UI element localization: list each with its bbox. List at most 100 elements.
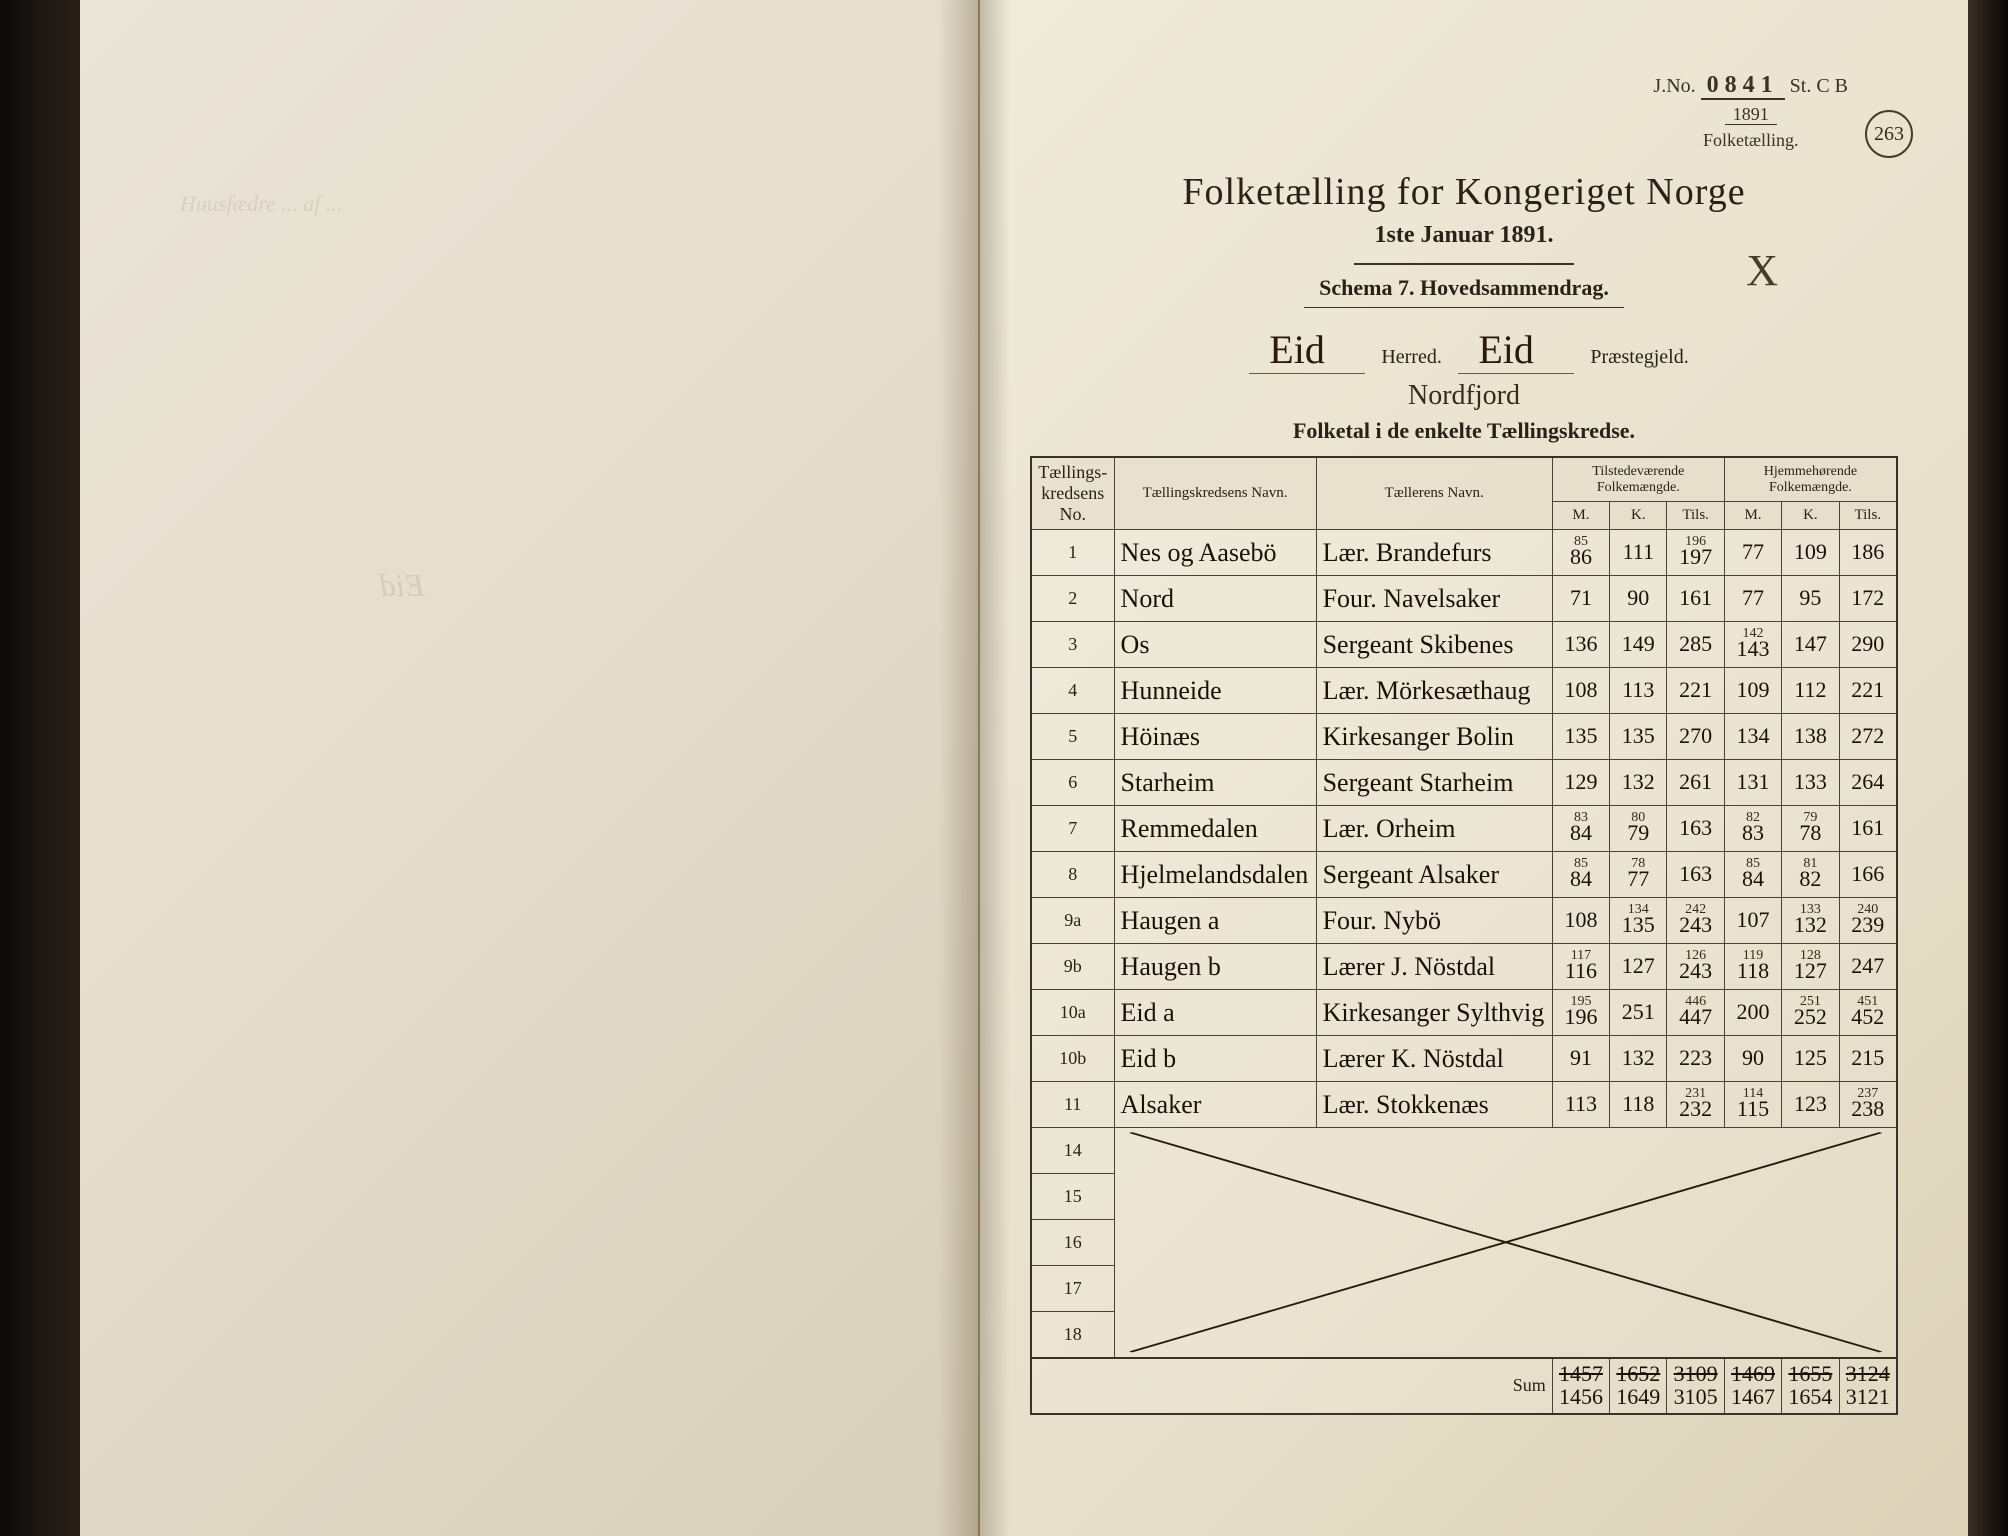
present-total: 242243	[1667, 898, 1724, 944]
resident-m: 107	[1724, 898, 1781, 944]
resident-k: 138	[1782, 714, 1839, 760]
x-annotation: X	[1746, 245, 1778, 296]
sum-label: Sum	[1031, 1358, 1552, 1414]
resident-k: 133	[1782, 760, 1839, 806]
enumerator-name: Sergeant Skibenes	[1316, 622, 1552, 668]
resident-total: 186	[1839, 530, 1897, 576]
district-name: Nes og Aasebö	[1114, 530, 1316, 576]
present-k: 251	[1610, 990, 1667, 1036]
present-total: 261	[1667, 760, 1724, 806]
resident-k: 95	[1782, 576, 1839, 622]
title-rule	[1354, 263, 1574, 265]
binding-spine	[0, 0, 80, 1536]
row-no: 3	[1031, 622, 1114, 668]
resident-m: 142143	[1724, 622, 1781, 668]
row-no: 2	[1031, 576, 1114, 622]
col-k2: K.	[1782, 502, 1839, 530]
col-m2: M.	[1724, 502, 1781, 530]
resident-total: 240239	[1839, 898, 1897, 944]
enumerator-name: Lærer K. Nöstdal	[1316, 1036, 1552, 1082]
table-row: 8HjelmelandsdalenSergeant Alsaker8584787…	[1031, 852, 1897, 898]
resident-k: 147	[1782, 622, 1839, 668]
present-m: 136	[1552, 622, 1609, 668]
table-row: 6StarheimSergeant Starheim12913226113113…	[1031, 760, 1897, 806]
district-name: Hjelmelandsdalen	[1114, 852, 1316, 898]
resident-total: 215	[1839, 1036, 1897, 1082]
table-row: 9bHaugen bLærer J. Nöstdal11711612712624…	[1031, 944, 1897, 990]
row-no: 8	[1031, 852, 1114, 898]
row-no: 6	[1031, 760, 1114, 806]
bleed-through-text: Huusfædre ... af ...	[180, 180, 342, 228]
row-no: 4	[1031, 668, 1114, 714]
resident-m: 131	[1724, 760, 1781, 806]
sum-resident-k: 16551654	[1782, 1358, 1839, 1414]
fogderi-value: Nordfjord	[1030, 380, 1898, 412]
district-name: Hunneide	[1114, 668, 1316, 714]
present-m: 71	[1552, 576, 1609, 622]
enumerator-name: Lær. Brandefurs	[1316, 530, 1552, 576]
schema-rule	[1304, 307, 1624, 308]
sum-row: Sum1457145616521649310931051469146716551…	[1031, 1358, 1897, 1414]
jno-suffix: St. C B	[1790, 75, 1848, 97]
enumerator-name: Lærer J. Nöstdal	[1316, 944, 1552, 990]
table-row: 4HunneideLær. Mörkesæthaug10811322110911…	[1031, 668, 1897, 714]
present-m: 91	[1552, 1036, 1609, 1082]
enumerator-name: Lær. Stokkenæs	[1316, 1082, 1552, 1128]
present-k: 8079	[1610, 806, 1667, 852]
table-row: 1Nes og AaseböLær. Brandefurs85861111961…	[1031, 530, 1897, 576]
herred-value: Eid	[1249, 326, 1365, 374]
present-k: 90	[1610, 576, 1667, 622]
table-header: Tællings- kredsens No. Tællingskredsens …	[1031, 457, 1897, 530]
row-no: 9b	[1031, 944, 1114, 990]
present-total: 126243	[1667, 944, 1724, 990]
table-row: 7RemmedalenLær. Orheim838480791638283797…	[1031, 806, 1897, 852]
resident-k: 251252	[1782, 990, 1839, 1036]
resident-total: 172	[1839, 576, 1897, 622]
resident-k: 133132	[1782, 898, 1839, 944]
herred-label: Herred.	[1381, 346, 1442, 368]
present-k: 134135	[1610, 898, 1667, 944]
journal-number-block: J.No. 0841 St. C B 1891 Folketælling.	[1653, 70, 1848, 153]
district-name: Alsaker	[1114, 1082, 1316, 1128]
present-total: 161	[1667, 576, 1724, 622]
col-group-present: Tilstedeværende Folkemængde.	[1552, 457, 1724, 502]
row-no: 10b	[1031, 1036, 1114, 1082]
jno-year-label: Folketælling.	[1703, 130, 1799, 150]
present-total: 196197	[1667, 530, 1724, 576]
col-enumerator: Tællerens Navn.	[1316, 457, 1552, 530]
present-m: 129	[1552, 760, 1609, 806]
resident-m: 134	[1724, 714, 1781, 760]
crossed-out-block	[1114, 1128, 1897, 1358]
col-name: Tællingskredsens Navn.	[1114, 457, 1316, 530]
row-no: 10a	[1031, 990, 1114, 1036]
empty-row: 14	[1031, 1128, 1897, 1174]
present-total: 231232	[1667, 1082, 1724, 1128]
row-no: 9a	[1031, 898, 1114, 944]
table-row: 3OsSergeant Skibenes13614928514214314729…	[1031, 622, 1897, 668]
present-k: 113	[1610, 668, 1667, 714]
jno-label: J.No.	[1653, 75, 1695, 97]
resident-k: 109	[1782, 530, 1839, 576]
row-no: 16	[1031, 1220, 1114, 1266]
table-subtitle: Folketal i de enkelte Tællingskredse.	[1030, 418, 1898, 444]
present-total: 223	[1667, 1036, 1724, 1082]
present-total: 163	[1667, 806, 1724, 852]
enumerator-name: Kirkesanger Sylthvig	[1316, 990, 1552, 1036]
present-k: 111	[1610, 530, 1667, 576]
resident-k: 128127	[1782, 944, 1839, 990]
present-m: 108	[1552, 898, 1609, 944]
row-no: 11	[1031, 1082, 1114, 1128]
present-k: 132	[1610, 1036, 1667, 1082]
district-name: Haugen b	[1114, 944, 1316, 990]
book-spread: Huusfædre ... af ... Eid J.No. 0841 St. …	[0, 0, 2008, 1536]
present-m: 117116	[1552, 944, 1609, 990]
present-m: 195196	[1552, 990, 1609, 1036]
resident-k: 123	[1782, 1082, 1839, 1128]
col-no: Tællings- kredsens No.	[1031, 457, 1114, 530]
praestegjeld-label: Præstegjeld.	[1590, 346, 1688, 368]
resident-m: 8283	[1724, 806, 1781, 852]
present-k: 135	[1610, 714, 1667, 760]
resident-k: 125	[1782, 1036, 1839, 1082]
district-name: Eid a	[1114, 990, 1316, 1036]
enumerator-name: Sergeant Alsaker	[1316, 852, 1552, 898]
